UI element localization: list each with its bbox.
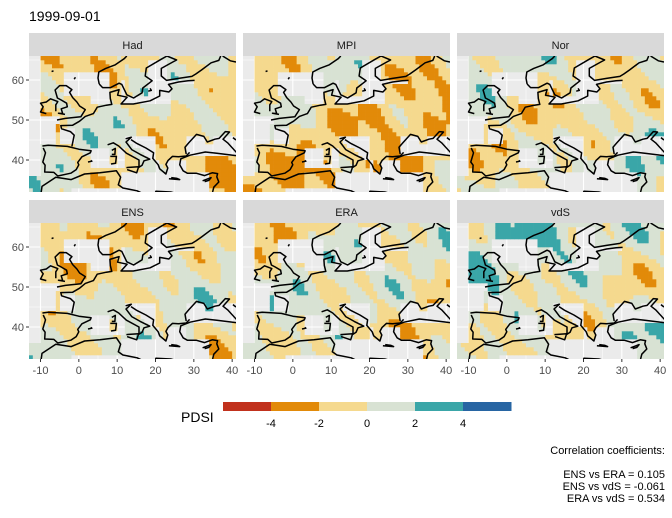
coastline [39, 56, 236, 192]
panel-strip-label: ERA [335, 207, 358, 219]
map-panel: MPI [243, 33, 466, 192]
x-tick-label: 0 [290, 365, 296, 377]
map-panel: vdS -10 0 10 20 30 40 [457, 200, 666, 377]
legend-tick-label: -2 [314, 418, 324, 430]
map-panel: ENS 40 50 60 -10 0 10 20 30 40 [12, 200, 252, 377]
legend-tick-label: -4 [266, 418, 276, 430]
panel-strip [29, 200, 236, 223]
legend: PDSI -4 -2 0 2 4 [181, 402, 512, 430]
legend-swatch [271, 402, 320, 411]
panel-strip [457, 200, 664, 223]
map-panel: ERA -10 0 10 20 30 40 [243, 200, 466, 377]
y-tick-label: 50 [12, 115, 24, 127]
chart-title: 1999-09-01 [29, 8, 101, 24]
panel-strip-label: ENS [121, 207, 144, 219]
x-tick-label: 0 [76, 365, 82, 377]
panel-strip-label: Had [122, 40, 142, 52]
legend-swatch [463, 402, 512, 411]
correlation-line: ENS vs ERA = 0.105 [563, 469, 665, 481]
y-tick-label: 40 [12, 322, 24, 334]
map-panel: Had 40 50 60 [12, 33, 252, 192]
panel-strip [457, 33, 664, 56]
x-tick-label: 30 [402, 365, 414, 377]
panel-strip [243, 200, 450, 223]
y-tick-label: 60 [12, 242, 24, 254]
panel-strip [29, 33, 236, 56]
panel-grid: Had 40 50 60 MPI Nor ENS 40 50 60 -10 0 10 20 30 40 ERA -… [12, 33, 666, 377]
x-tick-label: 30 [616, 365, 628, 377]
correlation-line: ERA vs vdS = 0.534 [567, 493, 665, 505]
legend-title: PDSI [181, 409, 214, 425]
map-panel: Nor [457, 33, 664, 192]
x-tick-label: 40 [654, 365, 666, 377]
panel-strip-label: MPI [337, 40, 357, 52]
pdsi-cells [29, 56, 236, 192]
panel-strip-label: vdS [551, 207, 570, 219]
legend-tick-label: 2 [412, 418, 418, 430]
pdsi-cells [457, 56, 664, 192]
legend-swatch [415, 402, 464, 411]
y-tick-label: 60 [12, 75, 24, 87]
y-tick-label: 50 [12, 282, 24, 294]
x-tick-label: 20 [577, 365, 589, 377]
x-tick-label: -10 [247, 365, 263, 377]
x-tick-label: -10 [33, 365, 49, 377]
correlation-line: ENS vs vdS = -0.061 [563, 481, 665, 493]
x-tick-label: 10 [111, 365, 123, 377]
y-tick-label: 40 [12, 155, 24, 167]
x-tick-label: -10 [461, 365, 477, 377]
legend-swatch [367, 402, 416, 411]
pdsi-cells [243, 223, 450, 359]
coastline [467, 223, 664, 359]
coastline [39, 223, 236, 359]
pdsi-cells [243, 56, 450, 192]
legend-swatch [223, 402, 272, 411]
legend-tick-label: 0 [364, 418, 370, 430]
panel-strip [243, 33, 450, 56]
x-tick-label: 10 [325, 365, 337, 377]
coastline [467, 56, 664, 192]
x-tick-label: 20 [149, 365, 161, 377]
x-tick-label: 10 [539, 365, 551, 377]
panel-strip-label: Nor [552, 40, 570, 52]
legend-swatch [319, 402, 368, 411]
x-tick-label: 40 [440, 365, 452, 377]
coastline [253, 56, 450, 192]
x-tick-label: 20 [363, 365, 375, 377]
correlation-heading: Correlation coefficients: [550, 445, 665, 457]
x-tick-label: 30 [188, 365, 200, 377]
x-tick-label: 40 [226, 365, 238, 377]
x-tick-label: 0 [504, 365, 510, 377]
legend-tick-label: 4 [460, 418, 466, 430]
correlation-box: Correlation coefficients: ENS vs ERA = 0… [550, 445, 665, 505]
coastline [253, 223, 450, 359]
